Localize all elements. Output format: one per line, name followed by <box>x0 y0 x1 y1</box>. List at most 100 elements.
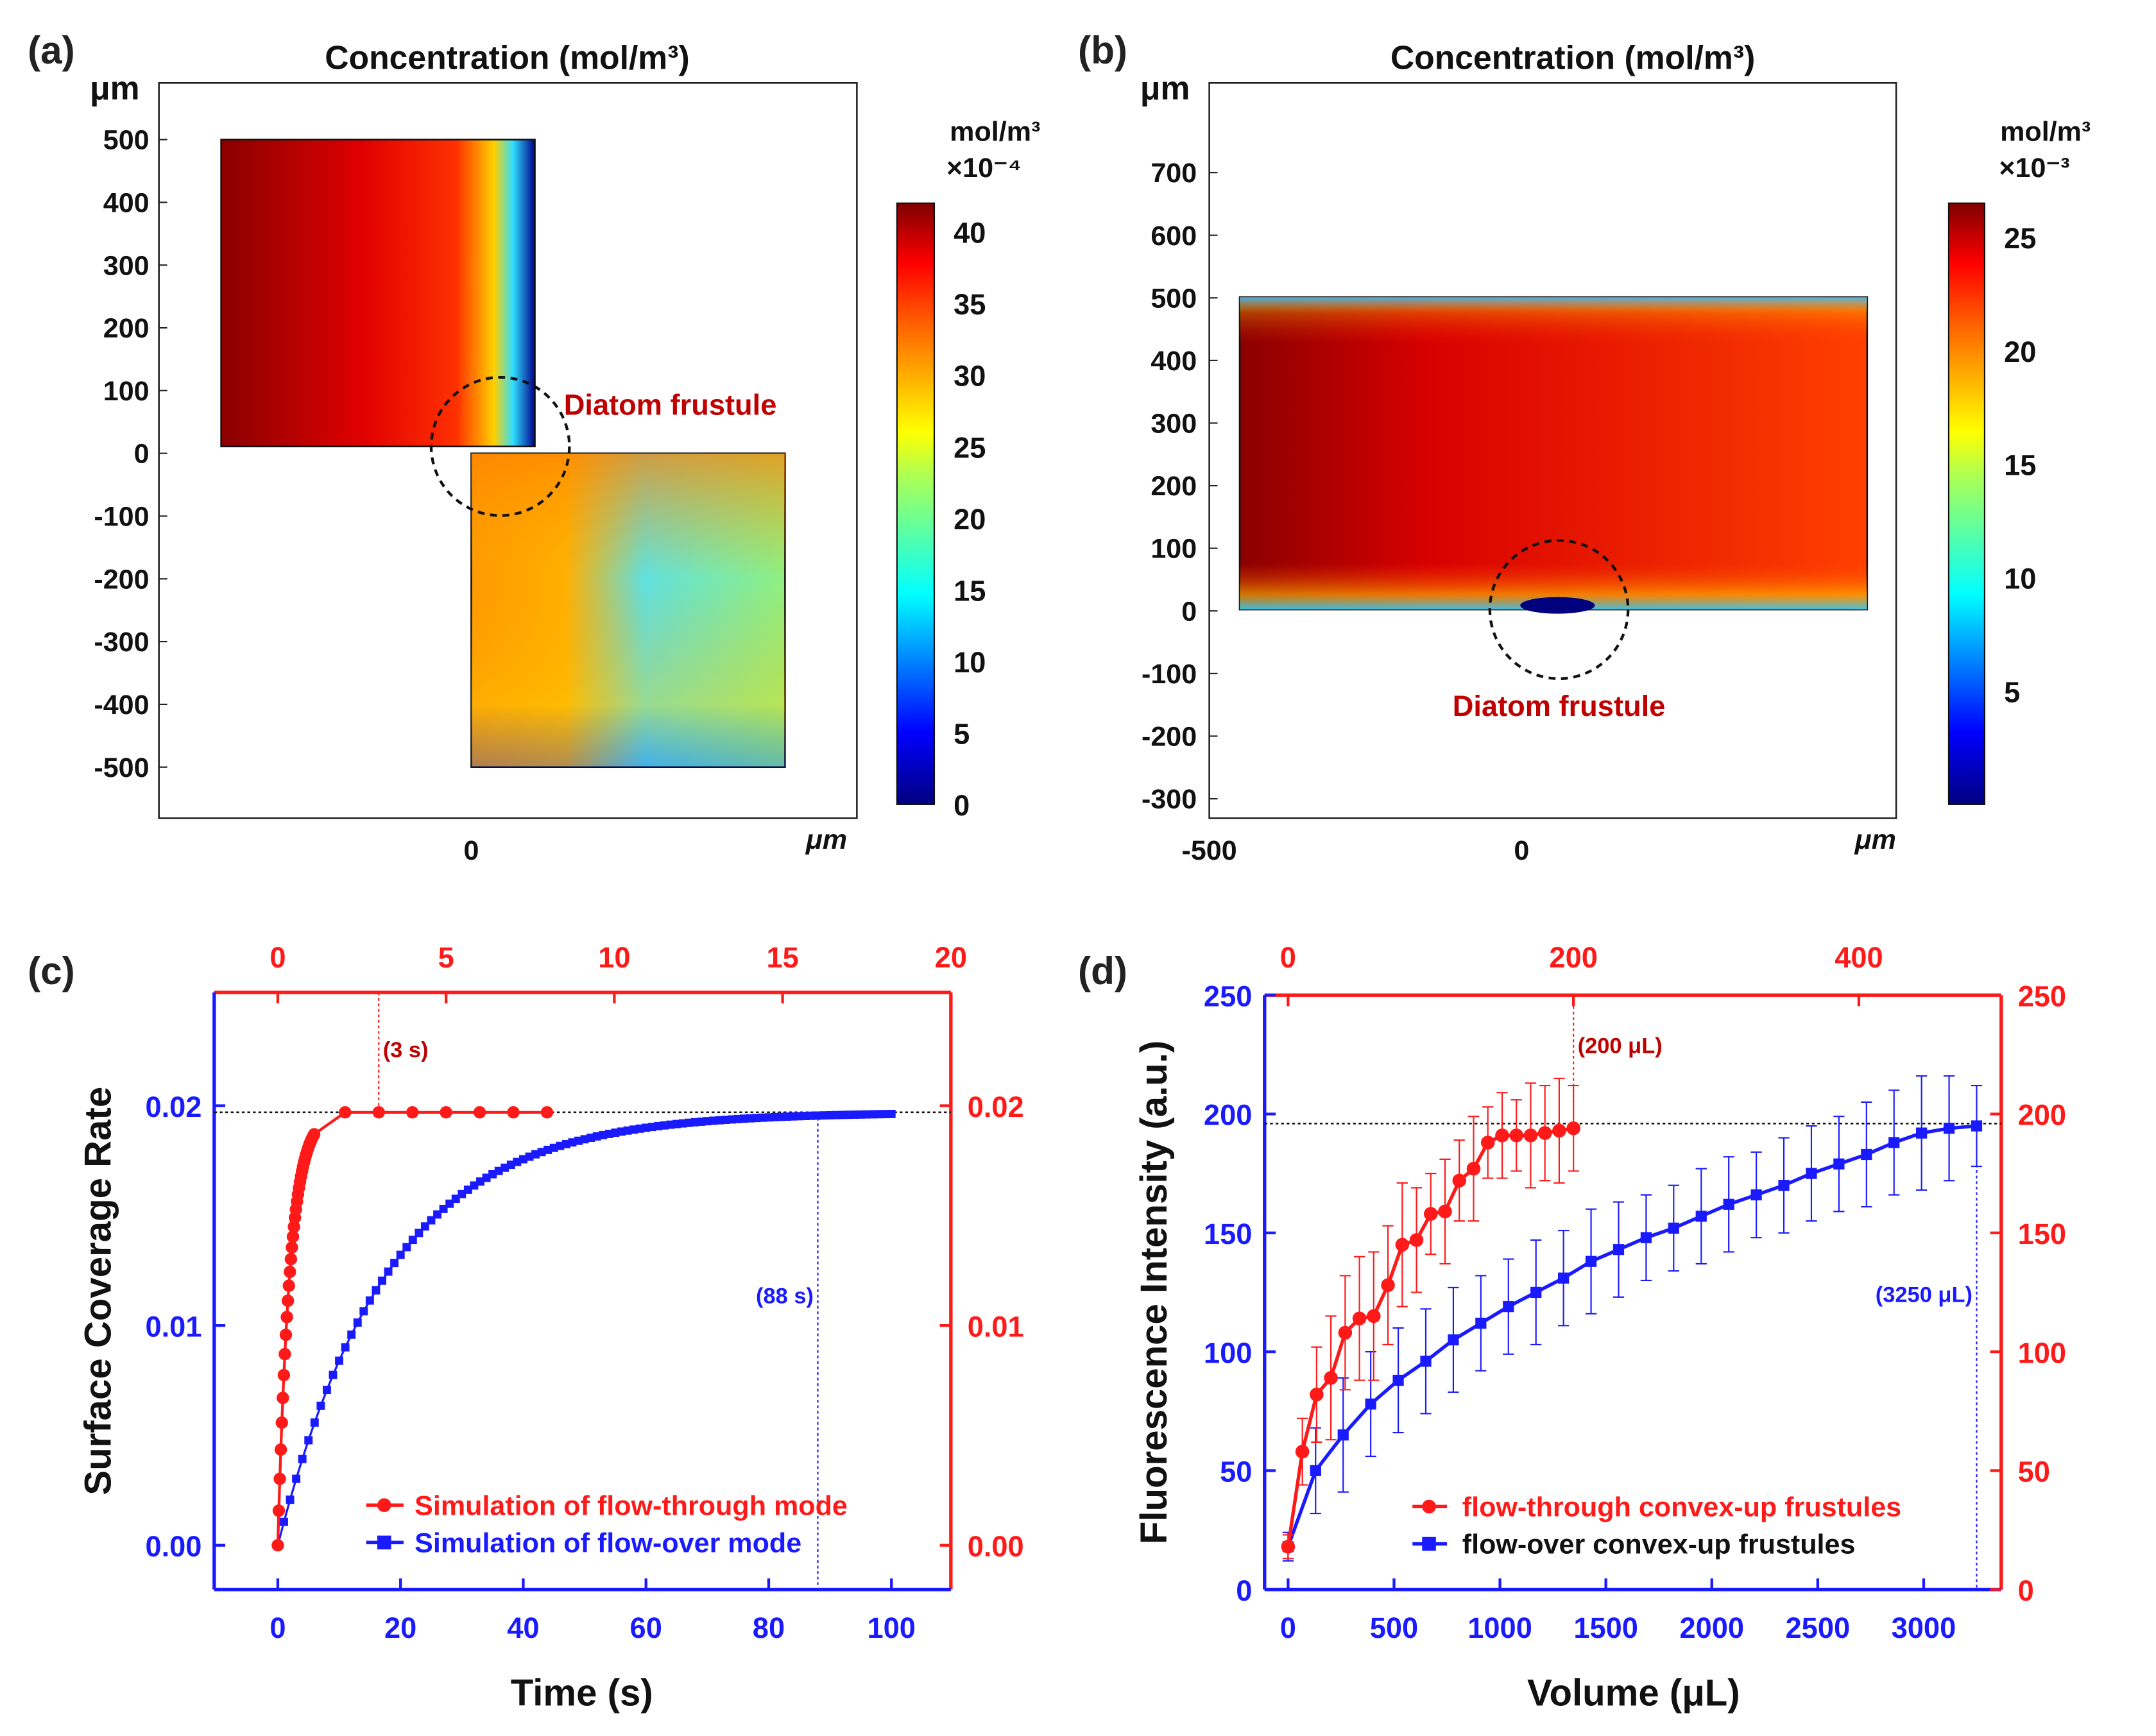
y-tick-label: -300 <box>94 627 149 658</box>
x-tick-label: 1500 <box>1573 1612 1638 1644</box>
panel-label-c: (c) <box>28 949 75 992</box>
data-point-flow-over <box>1558 1272 1570 1284</box>
data-point-flow-over <box>1613 1244 1625 1255</box>
data-point-flow-over <box>365 1296 374 1305</box>
data-point-flow-through <box>1409 1233 1424 1247</box>
top-tick-label: 200 <box>1549 941 1597 974</box>
x-tick-label: 2500 <box>1786 1612 1851 1644</box>
data-point-flow-over <box>1750 1189 1762 1201</box>
y-tick-label: 300 <box>1151 409 1197 439</box>
data-point-flow-over <box>359 1307 368 1316</box>
data-point-flow-through <box>287 1220 300 1233</box>
annotation-top: (200 μL) <box>1578 1034 1663 1059</box>
data-point-flow-through <box>1466 1161 1481 1176</box>
y-tick-label: 700 <box>1151 158 1197 189</box>
y-tick-label: -300 <box>1142 784 1197 815</box>
y-tick-label: 0.00 <box>145 1530 201 1563</box>
data-point-flow-over <box>1475 1317 1487 1329</box>
data-point-flow-through <box>1352 1311 1367 1325</box>
x-tick-label: 0 <box>463 835 479 866</box>
top-tick-label: 15 <box>766 941 798 974</box>
data-point-flow-through <box>339 1106 352 1119</box>
x-tick-label: 20 <box>384 1612 416 1644</box>
right-tick-label: 0 <box>2018 1574 2034 1607</box>
chart-title-b: Concentration (mol/m³) <box>1390 39 1755 76</box>
y-tick-label: 400 <box>1151 346 1197 377</box>
colorbar-tick-label: 5 <box>2004 676 2020 708</box>
data-point-flow-over <box>384 1267 393 1276</box>
x-tick-label: 0 <box>1280 1612 1296 1644</box>
top-tick-label: 0 <box>1280 941 1296 974</box>
series-line-flow-over <box>1286 1124 1977 1547</box>
y-tick-label: 100 <box>1204 1336 1252 1369</box>
data-point-flow-through <box>406 1106 419 1119</box>
right-tick-label: 0.02 <box>968 1091 1024 1123</box>
right-tick-label: 100 <box>2018 1336 2066 1369</box>
data-point-flow-through <box>277 1368 291 1382</box>
data-point-flow-over <box>304 1436 313 1445</box>
data-point-flow-over <box>1310 1465 1321 1476</box>
annotation-b: Diatom frustule <box>1453 690 1666 722</box>
right-tick-label: 150 <box>2018 1218 2066 1250</box>
x-axis-label-d: Volume (μL) <box>1527 1672 1740 1714</box>
x-unit-b: μm <box>1854 824 1896 855</box>
lower-channel-shading <box>471 453 785 767</box>
data-point-flow-through <box>1566 1121 1580 1136</box>
data-point-flow-through <box>307 1128 321 1141</box>
y-axis-label-c: Surface Coverage Rate <box>77 1087 119 1495</box>
top-tick-label: 5 <box>438 941 454 974</box>
y-tick-label: 150 <box>1204 1218 1252 1250</box>
y-tick-label: 250 <box>1204 980 1252 1012</box>
colorbar-scale-b: ×10⁻³ <box>1999 153 2069 183</box>
data-point-flow-through <box>1537 1126 1552 1140</box>
data-point-flow-over <box>1365 1398 1376 1410</box>
data-point-flow-through <box>284 1265 296 1279</box>
data-point-flow-over <box>1943 1123 1955 1134</box>
data-point-flow-through <box>1438 1204 1452 1219</box>
colorbar-tick-label: 25 <box>954 431 986 464</box>
data-point-flow-through <box>1424 1207 1438 1221</box>
data-point-flow-through <box>507 1106 520 1119</box>
y-unit-b: μm <box>1140 69 1190 106</box>
data-point-flow-over <box>1448 1334 1459 1346</box>
data-point-flow-through <box>1552 1123 1566 1138</box>
data-point-flow-over <box>292 1474 301 1483</box>
data-point-flow-over <box>1723 1198 1734 1210</box>
data-point-flow-over <box>316 1401 325 1410</box>
annotation-a: Diatom frustule <box>564 388 777 421</box>
data-point-flow-over <box>280 1517 288 1526</box>
data-point-flow-over <box>1833 1158 1845 1170</box>
data-point-flow-over <box>402 1243 411 1252</box>
y-tick-label: 200 <box>1151 471 1197 502</box>
y-tick-label: 300 <box>103 250 150 281</box>
data-point-flow-over <box>1420 1356 1432 1367</box>
colorbar-tick-label: 15 <box>2004 449 2036 482</box>
legend-label: Simulation of flow-through mode <box>415 1490 848 1521</box>
colorbar-tick-label: 5 <box>954 718 970 751</box>
colorbar-tick-label: 35 <box>954 288 986 321</box>
panel-label-d: (d) <box>1078 949 1127 992</box>
y-tick-label: 0 <box>1181 596 1197 627</box>
data-point-flow-over <box>353 1318 362 1327</box>
data-point-flow-through <box>1395 1238 1410 1252</box>
colorbar-tick-label: 30 <box>954 360 986 393</box>
data-point-flow-through <box>273 1472 286 1485</box>
x-axis-label-c: Time (s) <box>511 1672 653 1714</box>
top-tick-label: 20 <box>935 941 967 974</box>
data-point-flow-over <box>1392 1374 1404 1386</box>
plot-frame-a <box>158 81 858 819</box>
data-point-flow-through <box>280 1311 293 1323</box>
series-line-flow-through <box>276 1111 547 1545</box>
colorbar-scale-a: ×10⁻⁴ <box>946 153 1022 183</box>
x-tick-label: 1000 <box>1467 1612 1532 1644</box>
annotation-bottom: (88 s) <box>756 1284 814 1309</box>
data-point-flow-through <box>279 1328 293 1341</box>
data-point-flow-through <box>1338 1325 1353 1340</box>
data-point-flow-over <box>1530 1286 1542 1298</box>
top-tick-label: 0 <box>270 941 286 974</box>
data-point-flow-over <box>378 1276 386 1285</box>
data-point-flow-over <box>408 1236 417 1245</box>
annotation-top: (3 s) <box>383 1038 429 1062</box>
data-point-flow-over <box>372 1286 381 1295</box>
y-tick-label: -100 <box>1142 659 1197 690</box>
